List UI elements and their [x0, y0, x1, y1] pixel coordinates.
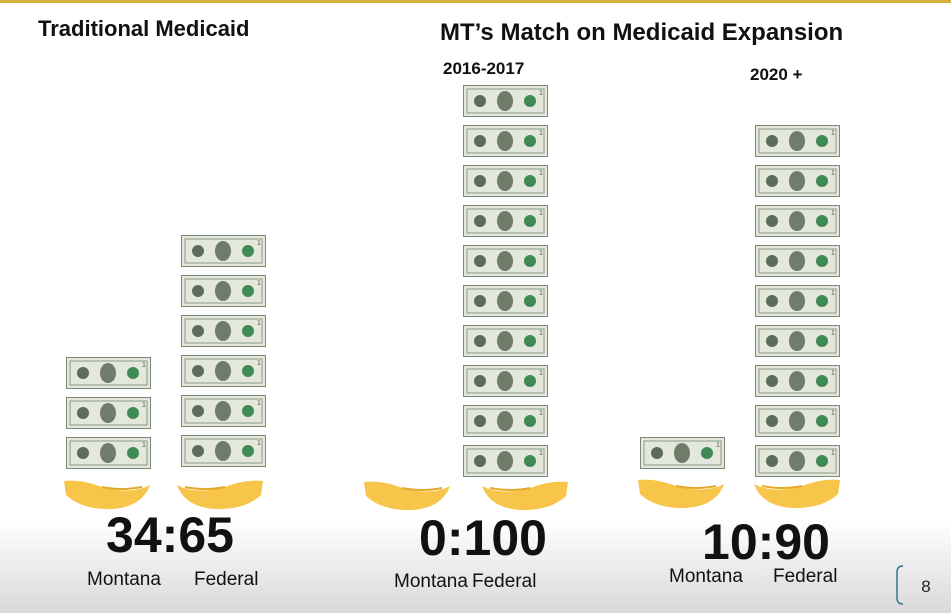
federal-label: Federal	[773, 566, 837, 587]
bill-icon	[67, 358, 151, 389]
bill-icon	[464, 286, 548, 317]
bill-icon	[756, 326, 840, 357]
bill-icon	[756, 126, 840, 157]
state-label: Montana	[87, 569, 161, 590]
bill-icon	[182, 236, 266, 267]
bill-icon	[464, 206, 548, 237]
bill-icon	[464, 326, 548, 357]
bill-icon	[464, 446, 548, 477]
bill-icon	[756, 366, 840, 397]
bill-icon	[464, 86, 548, 117]
state-label: Montana	[669, 566, 743, 587]
federal-label: Federal	[472, 571, 536, 592]
bill-icon	[464, 246, 548, 277]
bill-icon	[641, 438, 725, 469]
bill-icon	[182, 276, 266, 307]
federal-label: Federal	[194, 569, 258, 590]
heading: Traditional Medicaid	[38, 16, 249, 41]
bill-icon	[464, 126, 548, 157]
period-label: 2020 +	[750, 65, 803, 84]
bill-icon	[756, 446, 840, 477]
bill-icon	[182, 436, 266, 467]
bill-icon	[182, 316, 266, 347]
bill-icon	[756, 286, 840, 317]
bill-icon	[464, 366, 548, 397]
heading: MT’s Match on Medicaid Expansion	[440, 19, 843, 46]
bill-icon	[182, 396, 266, 427]
bill-icon	[464, 166, 548, 197]
page-number: 8	[921, 577, 930, 596]
bill-icon	[756, 166, 840, 197]
bill-icon	[756, 246, 840, 277]
bill-icon	[67, 398, 151, 429]
ratio: 0:100	[419, 510, 547, 566]
ratio: 10:90	[702, 514, 830, 570]
period-label: 2016-2017	[443, 59, 524, 78]
bill-icon	[756, 406, 840, 437]
ratio: 34:65	[106, 507, 234, 563]
top-rule	[0, 0, 951, 3]
bill-icon	[182, 356, 266, 387]
state-label: Montana	[394, 571, 468, 592]
slide: 1 Traditional Medicaid MT’s Match on Med…	[0, 0, 951, 613]
bill-icon	[756, 206, 840, 237]
page: 1 Traditional Medicaid MT’s Match on Med…	[0, 0, 951, 613]
bill-icon	[67, 438, 151, 469]
bill-icon	[464, 406, 548, 437]
